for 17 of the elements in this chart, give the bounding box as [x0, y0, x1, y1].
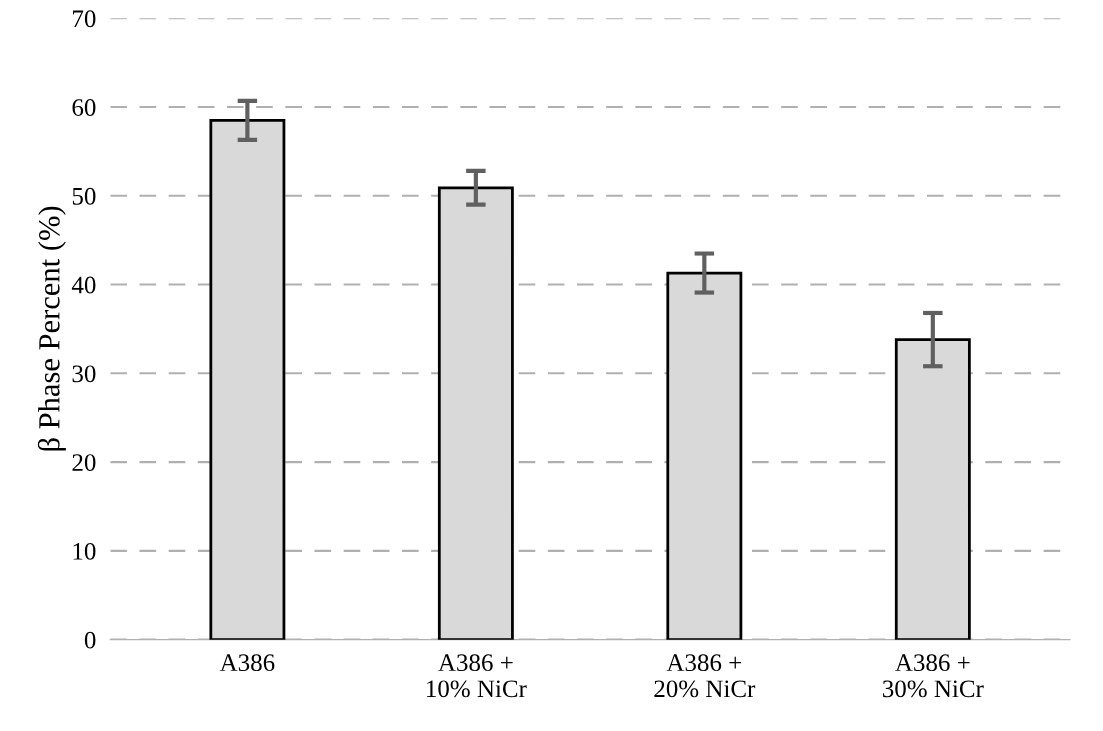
y-tick-label: 0 — [84, 631, 96, 649]
x-tick-label: A386 + 20% NiCr — [654, 654, 756, 698]
bar — [894, 338, 971, 640]
y-tick-label: 40 — [71, 276, 96, 294]
y-tick-label: 60 — [72, 99, 96, 116]
y-tick-label: 30 — [72, 365, 96, 383]
bar — [437, 186, 514, 640]
x-tick-label: A386 — [219, 654, 275, 672]
x-tick-label: A386 + 10% NiCr — [427, 654, 527, 698]
y-tick-label: 10 — [73, 542, 96, 560]
y-axis-title: β Phase Percent (%) — [37, 206, 66, 451]
x-tick-label: A386 + 30% NiCr — [882, 654, 984, 698]
y-tick-label: 70 — [73, 10, 96, 28]
bar — [209, 118, 286, 640]
y-tick-label: 50 — [72, 187, 96, 205]
y-tick-label: 20 — [72, 454, 96, 472]
bar — [666, 271, 743, 640]
